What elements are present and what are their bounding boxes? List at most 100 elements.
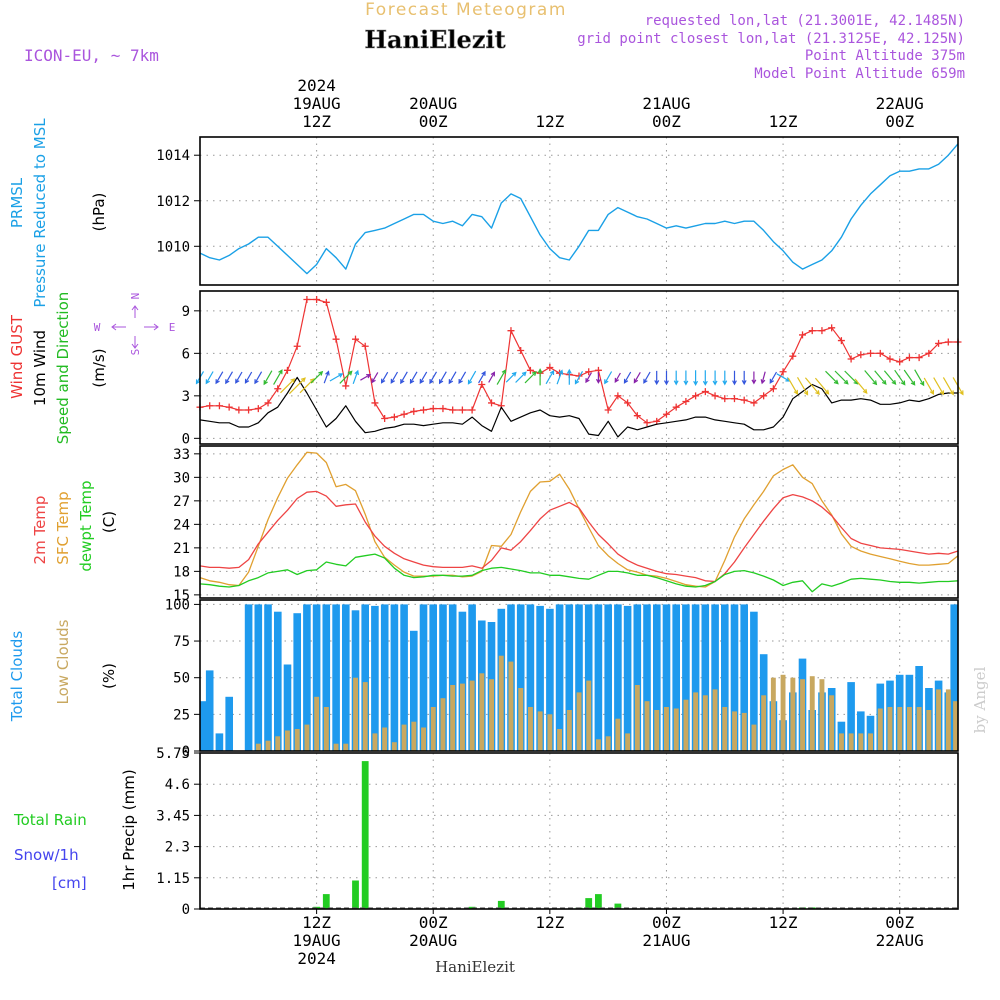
gust-point (721, 395, 729, 403)
low-cloud-bar (868, 733, 873, 751)
total-cloud-bar (332, 604, 340, 751)
gust-point (789, 352, 797, 360)
total-cloud-bar (225, 696, 233, 751)
y-tick-label: 9 (182, 304, 190, 320)
total-cloud-bar (711, 604, 719, 751)
total-cloud-bar (439, 604, 447, 751)
total-cloud-bar (857, 711, 865, 751)
gust-point (643, 419, 651, 427)
low-cloud-bar (440, 698, 446, 751)
time-label-top: 21AUG (642, 94, 690, 113)
total-cloud-bar (701, 604, 710, 751)
low-cloud-bar (479, 673, 485, 751)
y-tick-label: 27 (173, 494, 190, 510)
gust-point (730, 395, 738, 403)
wind-arrow (585, 372, 592, 384)
gust-point (283, 366, 291, 374)
time-label-bottom: 12Z (302, 913, 331, 932)
low-cloud-bar (362, 682, 368, 751)
pressure-label-1: PRMSL (8, 177, 26, 228)
total-cloud-bar (303, 604, 311, 751)
wind-arrow (329, 373, 344, 382)
low-cloud-bar (372, 733, 378, 751)
gust-point (361, 342, 369, 350)
total-cloud-bar (682, 604, 690, 751)
low-cloud-bar (839, 733, 844, 751)
2m-temp-line (199, 490, 959, 583)
wind-arrow (288, 377, 306, 395)
low-cloud-bar (702, 695, 708, 751)
gust-point (808, 327, 816, 335)
total-cloud-bar (205, 670, 214, 751)
total-cloud-bar (740, 604, 748, 751)
low-cloud-bar (547, 714, 553, 751)
total-cloud-bar (429, 604, 437, 751)
total-cloud-bar (662, 604, 671, 751)
gust-point (662, 410, 670, 418)
low-cloud-bar (343, 743, 349, 751)
gust-point (478, 381, 486, 388)
compass-arrows (111, 305, 159, 349)
low-cloud-bar (528, 707, 533, 751)
sfc-label: SFC Temp (54, 491, 72, 564)
gust-point (633, 412, 641, 420)
gust-point (585, 368, 593, 376)
wind-arrow (390, 371, 399, 384)
low-cloud-bar (644, 701, 650, 751)
panel-frame-pressure (199, 136, 959, 286)
y-tick-label: 4.6 (165, 777, 190, 793)
gust-point (837, 337, 845, 345)
wind-arrow (566, 368, 572, 385)
wind-arrow (874, 370, 887, 385)
y-tick-label: 33 (173, 447, 190, 463)
low-cloud-bar (858, 733, 864, 751)
gust-point (614, 392, 622, 400)
gust-point (857, 351, 865, 359)
wind-arrow (488, 371, 496, 383)
low-cloud-bar (615, 718, 621, 751)
labels-layer: 1010101210140369151821242730330255075100… (8, 76, 924, 968)
total-cloud-bar (410, 630, 418, 751)
wind-arrow (693, 370, 699, 386)
pressure-label-2: Pressure Reduced to MSL (31, 118, 49, 308)
gust-point (429, 405, 437, 413)
gust-point (867, 349, 875, 357)
low-cloud-bar (382, 727, 388, 751)
wind-arrow (604, 371, 613, 385)
panel-frame-temp (199, 445, 959, 599)
wind-arrow (712, 370, 718, 386)
time-label-bottom: 12Z (535, 913, 564, 932)
low-cloud-bar (460, 683, 465, 751)
low-cloud-bar (430, 707, 436, 751)
low-cloud-bar (693, 692, 699, 751)
total-cloud-bar (623, 605, 632, 751)
low-cloud-bar (255, 743, 261, 751)
low-cloud-bar (683, 699, 689, 751)
total-cloud-bar (847, 682, 855, 751)
total-cloud-bar (643, 604, 651, 751)
time-label-top: 12Z (302, 112, 331, 131)
low-cloud-bar (916, 707, 922, 751)
dewpt-label: dewpt Temp (77, 480, 95, 571)
total-cloud-bar (419, 604, 428, 751)
total-cloud-bar (721, 604, 729, 751)
compass-s: S (129, 349, 142, 356)
wind-arrow (574, 371, 584, 385)
wind-arrow (923, 377, 934, 395)
precip-bar (322, 894, 330, 909)
precip-bar (352, 880, 359, 909)
gust-point (886, 355, 894, 363)
wind-arrow (633, 371, 641, 384)
gust-point (760, 392, 768, 400)
low-cloud-bar (557, 729, 562, 751)
pressure-line (199, 143, 959, 275)
low-cloud-bar (945, 689, 951, 751)
time-label-top: 00Z (419, 112, 448, 131)
wind-arrow (914, 369, 925, 387)
wind-arrow (467, 370, 477, 385)
wind-arrow (933, 377, 945, 396)
wind-arrow (673, 370, 679, 386)
low-cloud-bar (304, 724, 310, 751)
total-cloud-bar (536, 605, 544, 751)
panel-frame-wind (199, 290, 959, 445)
